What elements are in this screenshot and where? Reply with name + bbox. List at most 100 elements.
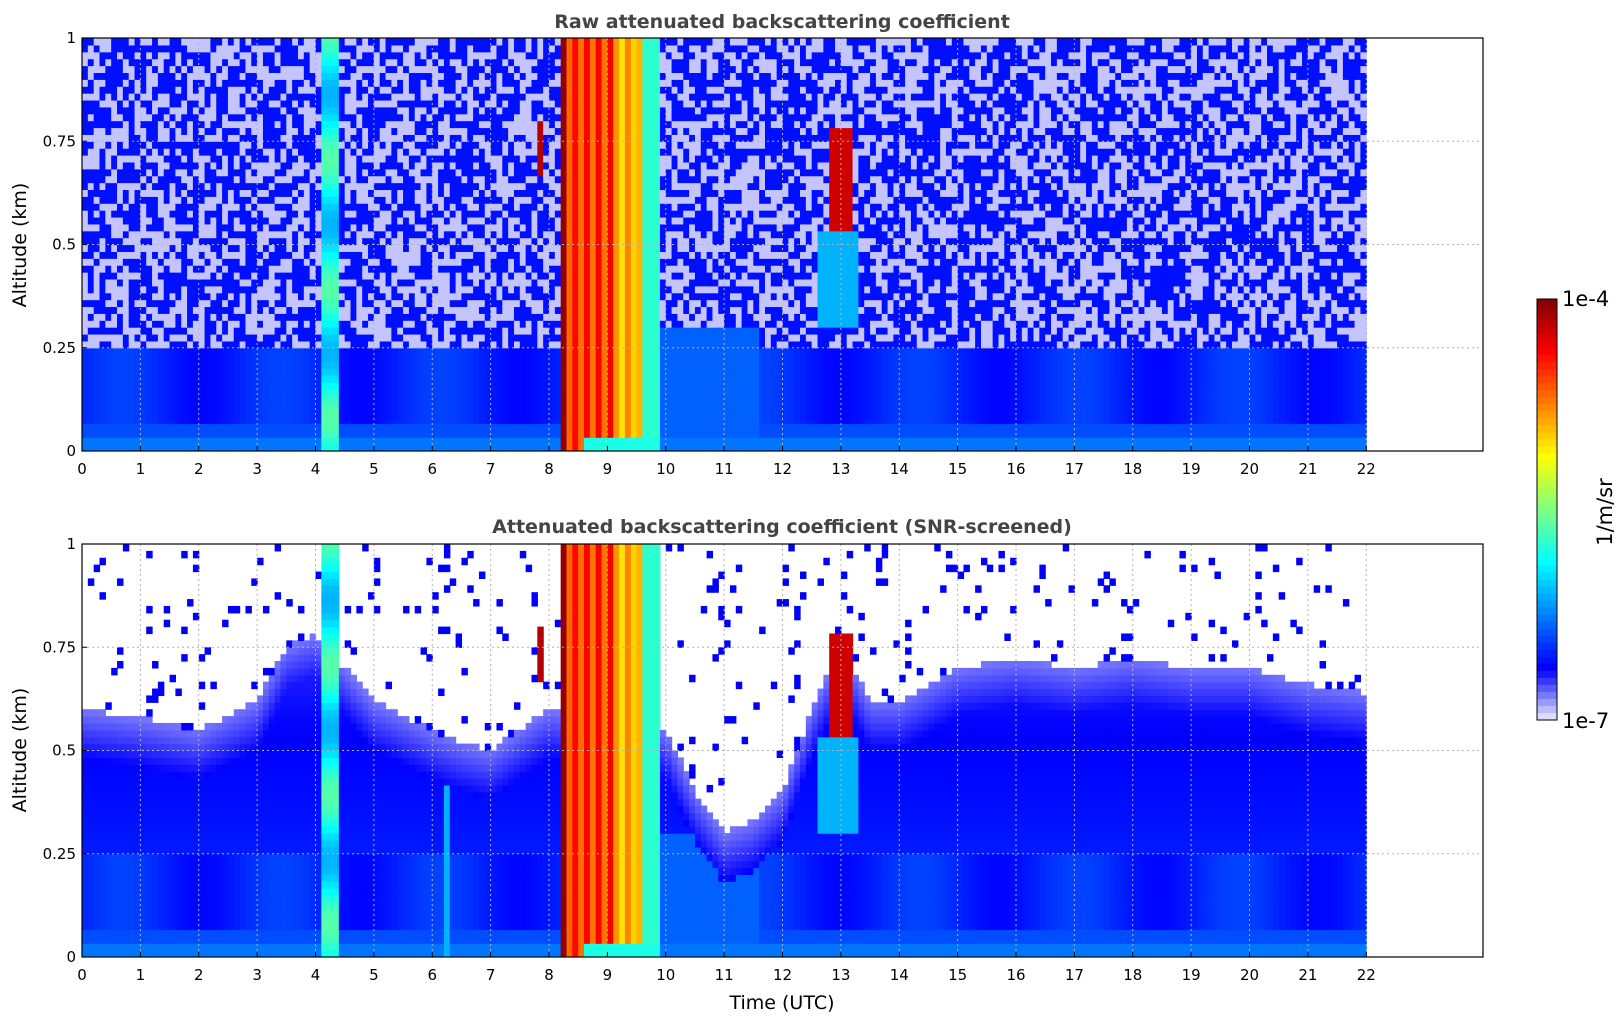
heatmap-cell bbox=[198, 230, 206, 239]
heatmap-cell bbox=[157, 299, 165, 308]
heatmap-cell bbox=[163, 161, 171, 170]
heatmap-cell bbox=[245, 223, 252, 232]
heatmap-cell bbox=[397, 44, 404, 53]
heatmap-cell bbox=[426, 361, 433, 369]
heatmap-cell bbox=[280, 299, 287, 308]
heatmap-cell bbox=[408, 354, 416, 363]
heatmap-cell bbox=[438, 65, 445, 74]
heatmap-cell bbox=[117, 272, 124, 280]
heatmap-cell bbox=[455, 244, 463, 252]
heatmap-cell bbox=[537, 120, 544, 129]
heatmap-cell bbox=[280, 79, 287, 87]
heatmap-cell bbox=[408, 141, 416, 149]
heatmap-cell bbox=[338, 382, 346, 390]
heatmap-cell bbox=[420, 299, 428, 308]
heatmap-cell bbox=[134, 389, 141, 397]
heatmap-cell bbox=[420, 382, 428, 390]
heatmap-cell bbox=[210, 196, 217, 204]
heatmap-cell bbox=[549, 354, 556, 363]
heatmap-cell bbox=[251, 127, 258, 135]
heatmap-cell bbox=[303, 333, 311, 342]
heatmap-cell bbox=[216, 382, 223, 390]
heatmap-cell bbox=[513, 120, 521, 129]
heatmap-cell bbox=[426, 409, 433, 418]
heatmap-cell bbox=[397, 86, 404, 94]
heatmap-cell bbox=[362, 327, 369, 335]
heatmap-cell bbox=[455, 182, 463, 191]
heatmap-cell bbox=[122, 86, 130, 94]
heatmap-cell bbox=[303, 210, 311, 218]
heatmap-cell bbox=[397, 203, 404, 211]
heatmap-cell bbox=[443, 416, 451, 425]
heatmap-cell bbox=[82, 409, 89, 418]
heatmap-cell bbox=[443, 134, 451, 142]
heatmap-cell bbox=[122, 423, 130, 431]
heatmap-cell bbox=[210, 210, 217, 218]
heatmap-cell bbox=[449, 237, 457, 246]
heatmap-cell bbox=[560, 265, 568, 273]
heatmap-cell bbox=[128, 361, 136, 369]
heatmap-cell bbox=[321, 258, 328, 266]
heatmap-cell bbox=[268, 299, 276, 308]
heatmap-cell bbox=[484, 58, 492, 67]
heatmap-cell bbox=[391, 99, 398, 108]
heatmap-cell bbox=[251, 161, 258, 170]
heatmap-cell bbox=[309, 354, 317, 363]
heatmap-cell bbox=[554, 347, 562, 356]
heatmap-cell bbox=[554, 134, 562, 142]
heatmap-cell bbox=[187, 320, 194, 328]
heatmap-cell bbox=[268, 313, 276, 321]
heatmap-cell bbox=[508, 161, 515, 170]
heatmap-cell bbox=[455, 361, 463, 369]
heatmap-cell bbox=[537, 409, 544, 418]
heatmap-cell bbox=[543, 106, 550, 115]
heatmap-cell bbox=[286, 361, 293, 369]
heatmap-cell bbox=[490, 168, 498, 177]
heatmap-cell bbox=[525, 182, 533, 191]
heatmap-cell bbox=[192, 203, 200, 211]
heatmap-cell bbox=[531, 313, 538, 321]
heatmap-cell bbox=[408, 347, 416, 356]
heatmap-cell bbox=[537, 320, 544, 328]
heatmap-cell bbox=[531, 155, 538, 163]
heatmap-cell bbox=[525, 409, 533, 418]
heatmap-cell bbox=[146, 306, 153, 314]
heatmap-cell bbox=[344, 320, 352, 328]
heatmap-cell bbox=[122, 93, 130, 101]
heatmap-cell bbox=[117, 237, 124, 246]
heatmap-cell bbox=[537, 265, 544, 273]
heatmap-cell bbox=[233, 99, 241, 108]
heatmap-cell bbox=[192, 134, 200, 142]
heatmap-cell bbox=[140, 203, 147, 211]
heatmap-cell bbox=[543, 113, 550, 122]
heatmap-cell bbox=[297, 189, 305, 197]
heatmap-cell bbox=[210, 272, 217, 280]
heatmap-cell bbox=[426, 168, 433, 177]
heatmap-cell bbox=[414, 51, 422, 60]
heatmap-cell bbox=[99, 155, 106, 163]
heatmap-cell bbox=[268, 93, 276, 101]
heatmap-cell bbox=[502, 216, 509, 225]
heatmap-cell bbox=[519, 368, 527, 376]
heatmap-cell bbox=[233, 230, 241, 239]
heatmap-cell bbox=[286, 51, 293, 60]
heatmap-cell bbox=[152, 141, 159, 149]
heatmap-cell bbox=[274, 230, 282, 239]
heatmap-cell bbox=[146, 354, 153, 363]
heatmap-cell bbox=[449, 175, 457, 184]
heatmap-cell bbox=[99, 361, 106, 369]
heatmap-cell bbox=[449, 416, 457, 425]
heatmap-cell bbox=[192, 368, 200, 376]
heatmap-cell bbox=[560, 223, 568, 232]
heatmap-cell bbox=[344, 93, 352, 101]
heatmap-cell bbox=[280, 265, 287, 273]
heatmap-cell bbox=[105, 402, 112, 411]
heatmap-cell bbox=[350, 423, 357, 431]
heatmap-cell bbox=[175, 141, 182, 149]
heatmap-cell bbox=[338, 444, 346, 451]
heatmap-cell bbox=[543, 354, 550, 363]
heatmap-cell bbox=[286, 402, 293, 411]
heatmap-cell bbox=[333, 285, 340, 294]
heatmap-cell bbox=[268, 306, 276, 314]
heatmap-cell bbox=[251, 306, 258, 314]
